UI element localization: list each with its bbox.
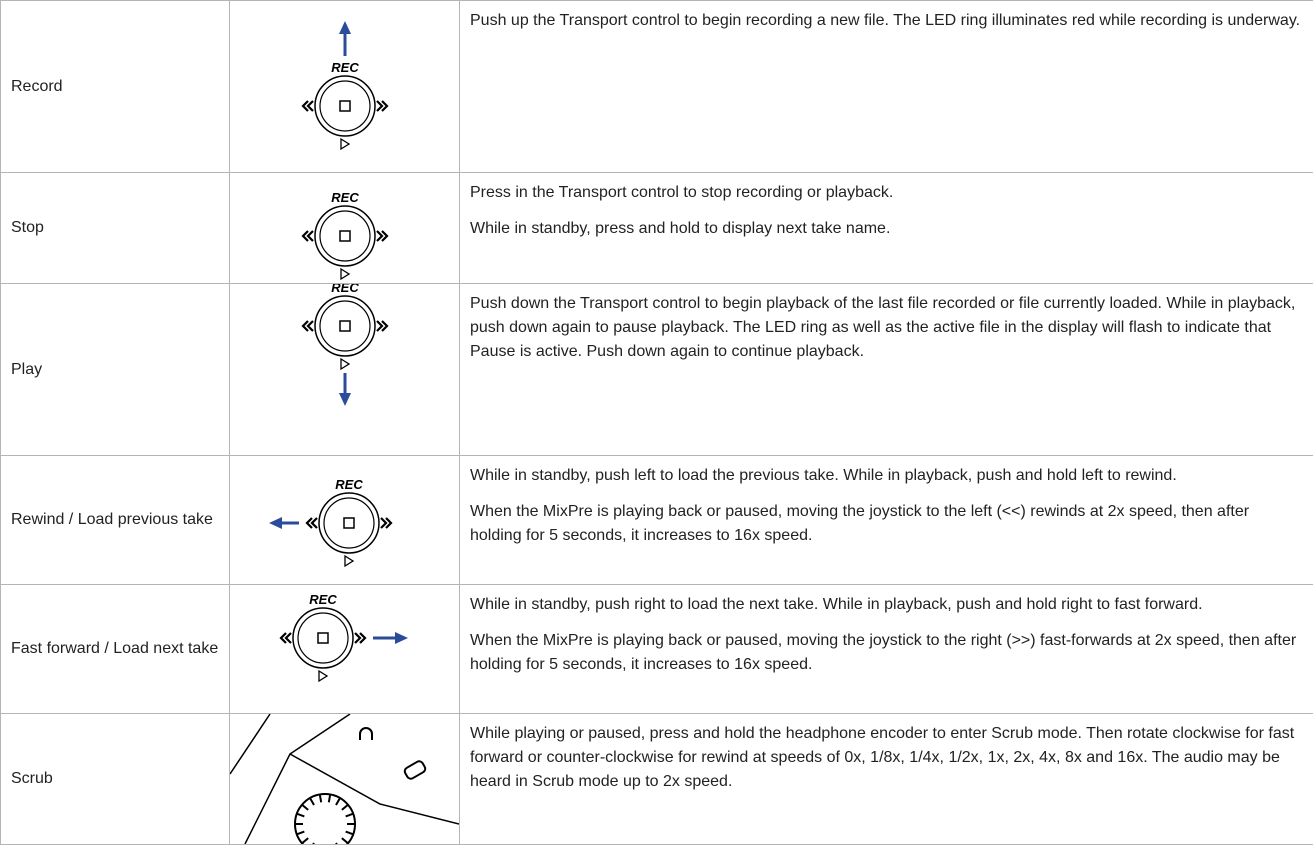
rewind-chevrons [307, 518, 317, 528]
table-row: Stop REC Press in the Transport control to… [1, 173, 1313, 284]
icon-cell: REC [230, 1, 460, 173]
play-triangle [341, 269, 349, 279]
row-label: Play [1, 284, 230, 456]
forward-chevrons [377, 321, 387, 331]
outer-ring [315, 296, 375, 356]
stop-square [344, 518, 354, 528]
headphone-icon [360, 728, 372, 740]
rec-label: REC [331, 190, 359, 205]
row-description: Push up the Transport control to begin r… [460, 1, 1313, 173]
row-description: While playing or paused, press and hold … [460, 714, 1313, 845]
joystick-icon: REC [230, 173, 459, 283]
outer-ring [315, 76, 375, 136]
description-paragraph: When the MixPre is playing back or pause… [470, 629, 1303, 677]
outer-ring [293, 608, 353, 668]
scrub-photo [230, 714, 459, 844]
knob-ridge [329, 794, 330, 802]
row-description: Press in the Transport control to stop r… [460, 173, 1313, 284]
row-label: Record [1, 1, 230, 173]
description-paragraph: While playing or paused, press and hold … [470, 722, 1303, 794]
joystick-icon: REC [230, 585, 459, 713]
stop-square [340, 101, 350, 111]
rewind-chevrons [303, 231, 313, 241]
play-triangle [319, 671, 327, 681]
joystick-icon: REC [230, 456, 459, 584]
description-paragraph: While in standby, push left to load the … [470, 464, 1303, 488]
description-paragraph: Push up the Transport control to begin r… [470, 9, 1303, 33]
port [403, 760, 426, 780]
knob [295, 794, 355, 844]
knob-ridge [320, 794, 321, 802]
description-paragraph: While in standby, push right to load the… [470, 593, 1303, 617]
rewind-chevrons [281, 633, 291, 643]
forward-chevrons [377, 101, 387, 111]
outer-ring [315, 206, 375, 266]
forward-chevrons [381, 518, 391, 528]
row-description: While in standby, push right to load the… [460, 585, 1313, 714]
description-paragraph: When the MixPre is playing back or pause… [470, 500, 1303, 548]
outer-ring [319, 493, 379, 553]
row-label: Fast forward / Load next take [1, 585, 230, 714]
play-triangle [341, 139, 349, 149]
arrow-head [339, 21, 351, 34]
icon-cell [230, 714, 460, 845]
rec-label: REC [335, 477, 363, 492]
description-paragraph: Press in the Transport control to stop r… [470, 181, 1303, 205]
icon-cell: REC [230, 284, 460, 456]
stop-square [318, 633, 328, 643]
forward-chevrons [355, 633, 365, 643]
table-row: Rewind / Load previous take REC While in s… [1, 456, 1313, 585]
icon-cell: REC [230, 585, 460, 714]
rewind-chevrons [303, 101, 313, 111]
rewind-chevrons [303, 321, 313, 331]
row-label: Stop [1, 173, 230, 284]
description-paragraph: While in standby, press and hold to disp… [470, 217, 1303, 241]
description-paragraph: Push down the Transport control to begin… [470, 292, 1303, 364]
row-description: While in standby, push left to load the … [460, 456, 1313, 585]
arrow-head [395, 632, 408, 644]
inner-ring [324, 498, 374, 548]
inner-ring [320, 301, 370, 351]
inner-ring [298, 613, 348, 663]
rec-label: REC [331, 60, 359, 75]
icon-cell: REC [230, 456, 460, 585]
row-label: Scrub [1, 714, 230, 845]
icon-cell: REC [230, 173, 460, 284]
arrow-head [339, 393, 351, 406]
joystick-icon: REC [230, 284, 459, 455]
stop-square [340, 321, 350, 331]
forward-chevrons [377, 231, 387, 241]
arrow-head [269, 517, 282, 529]
rec-label: REC [309, 592, 337, 607]
joystick-icon: REC [230, 1, 459, 172]
table-row: Play REC Push down the Transport control t… [1, 284, 1313, 456]
table-row: Record REC Push up the Transport control t… [1, 1, 1313, 173]
play-triangle [341, 359, 349, 369]
inner-ring [320, 211, 370, 261]
row-label: Rewind / Load previous take [1, 456, 230, 585]
table-row: Fast forward / Load next take REC While in… [1, 585, 1313, 714]
rec-label: REC [331, 284, 359, 295]
table-row: Scrub While playing or paused, press and … [1, 714, 1313, 845]
play-triangle [345, 556, 353, 566]
row-description: Push down the Transport control to begin… [460, 284, 1313, 456]
stop-square [340, 231, 350, 241]
inner-ring [320, 81, 370, 131]
